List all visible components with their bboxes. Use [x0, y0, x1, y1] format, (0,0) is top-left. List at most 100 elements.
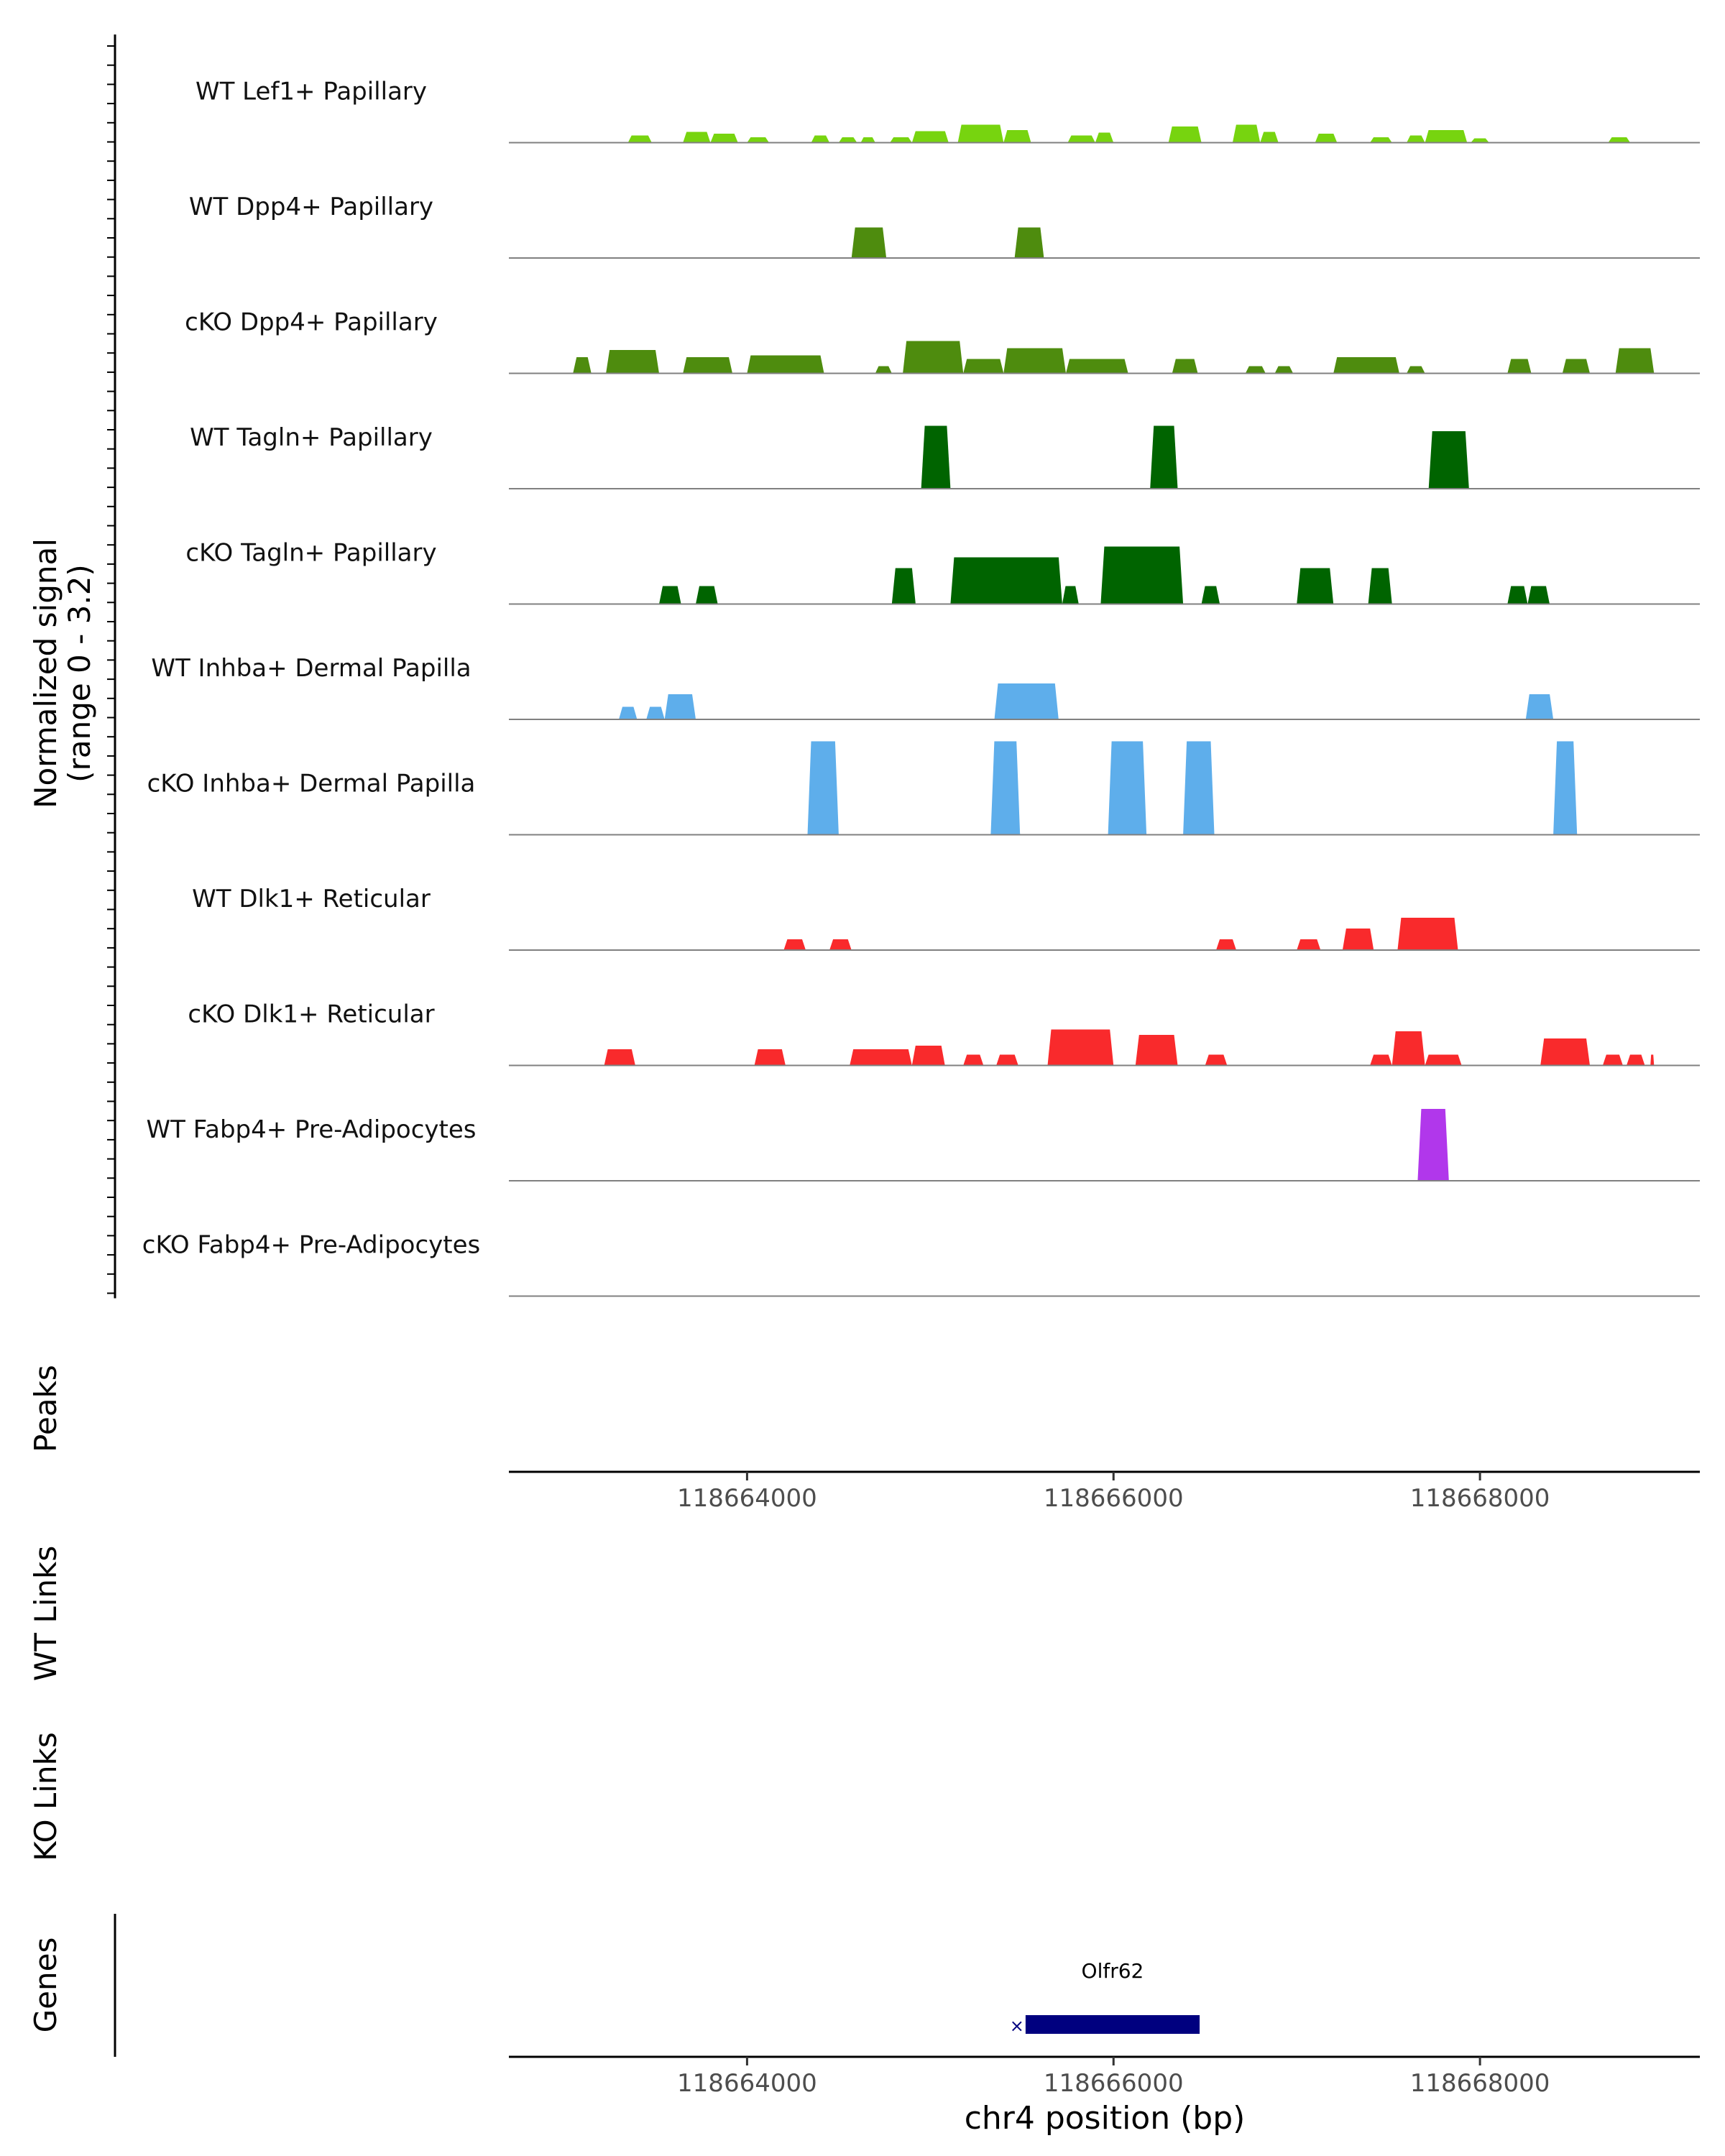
coverage-peak: [911, 1046, 945, 1066]
coverage-peak: [683, 357, 732, 374]
coverage-peak: [1615, 348, 1655, 374]
coverage-peak: [619, 706, 638, 719]
coverage-peak: [1553, 741, 1578, 835]
track-wt-tagln-papillary: WT Tagln+ Papillary: [190, 423, 1700, 489]
peaks-x-axis: 118664000 118666000 118668000: [677, 1472, 1550, 1513]
gene-strand-icon: ×: [1010, 2016, 1024, 2036]
coverage-peak: [1168, 126, 1202, 143]
x-tick-label: 118666000: [1044, 2069, 1184, 2098]
coverage-peak: [1602, 1054, 1623, 1066]
coverage-peak: [1108, 741, 1147, 835]
coverage-peak: [1135, 1035, 1178, 1066]
wt-links-panel-label: WT Links: [28, 1546, 63, 1681]
coverage-peak: [1014, 227, 1044, 258]
coverage-peak: [829, 939, 852, 950]
coverage-peak: [1370, 1054, 1392, 1066]
track-wt-dpp4-papillary: WT Dpp4+ Papillary: [189, 193, 1700, 259]
coverage-peak: [664, 694, 696, 719]
coverage-peak: [747, 355, 824, 374]
x-tick-label: 118664000: [677, 1484, 817, 1513]
x-tick-label: 118666000: [1044, 1484, 1184, 1513]
track-label: WT Lef1+ Papillary: [196, 78, 427, 106]
coverage-peak: [1417, 1109, 1449, 1181]
track-label: cKO Dlk1+ Reticular: [188, 1000, 434, 1029]
track-cko-dlk1-reticular: cKO Dlk1+ Reticular: [188, 1000, 1700, 1067]
coverage-peak: [963, 1054, 984, 1066]
track-wt-lef1-papillary: WT Lef1+ Papillary: [196, 78, 1700, 144]
coverage-peak: [1003, 348, 1066, 374]
coverage-peak: [1095, 132, 1114, 143]
coverage-peak: [683, 132, 711, 143]
peaks-panel-label: Peaks: [28, 1365, 63, 1452]
track-label: cKO Dpp4+ Papillary: [185, 308, 438, 337]
coverage-peak: [1183, 741, 1215, 835]
coverage-peak: [1562, 359, 1590, 374]
coverage-peak: [1150, 425, 1178, 489]
coverage-peak: [1407, 135, 1425, 143]
coverage-peak: [921, 425, 951, 489]
track-label: WT Dlk1+ Reticular: [192, 885, 431, 913]
coverage-peak: [1260, 132, 1279, 143]
coverage-peak: [1297, 568, 1334, 604]
coverage-peak: [1392, 1031, 1425, 1066]
coverage-peak: [957, 124, 1004, 143]
coverage-peak: [1100, 546, 1184, 604]
coverage-peak: [606, 350, 659, 374]
coverage-peak: [783, 939, 806, 950]
coverage-peak: [1216, 939, 1236, 950]
coverage-peak: [1067, 135, 1095, 143]
x-tick-label: 118668000: [1410, 1484, 1550, 1513]
coverage-peak: [604, 1049, 635, 1066]
signal-axis-label-line2: (range 0 - 3.2): [62, 564, 97, 783]
coverage-peak: [1245, 366, 1266, 374]
coverage-peak: [1540, 1038, 1590, 1066]
coverage-peak: [996, 1054, 1018, 1066]
track-label: cKO Fabp4+ Pre-Adipocytes: [142, 1231, 481, 1260]
coverage-peak: [990, 741, 1021, 835]
coverage-peak: [963, 359, 1004, 374]
genes-x-axis: 118664000 118666000 118668000: [677, 2057, 1550, 2098]
coverage-peak: [1368, 568, 1392, 604]
coverage-peak: [850, 1049, 912, 1066]
coverage-peak: [573, 357, 592, 374]
gene-body: [1025, 2015, 1200, 2034]
coverage-peak: [851, 227, 887, 258]
gene-label: Olfr62: [1082, 1959, 1144, 1983]
x-tick-label: 118664000: [677, 2069, 817, 2098]
coverage-peak: [1527, 586, 1550, 604]
coverage-peak: [1397, 918, 1458, 950]
coverage-peak: [710, 134, 738, 143]
coverage-tracks: WT Lef1+ Papillary WT Dpp4+ Papillary cKO …: [142, 78, 1700, 1297]
genes-panel-label: Genes: [28, 1938, 63, 2033]
coverage-peak: [1047, 1029, 1114, 1066]
ko-links-panel-label: KO Links: [28, 1732, 63, 1861]
coverage-peak: [1062, 586, 1079, 604]
coverage-peak: [659, 586, 681, 604]
coverage-peak: [1507, 359, 1532, 374]
track-wt-inhba-dermal-papilla: WT Inhba+ Dermal Papilla: [151, 654, 1700, 720]
coverage-peak: [1425, 1054, 1462, 1066]
coverage-peak: [1172, 359, 1198, 374]
coverage-peak: [911, 131, 949, 143]
track-cko-fabp4-pre-adipocytes: cKO Fabp4+ Pre-Adipocytes: [142, 1231, 1700, 1297]
track-label: WT Fabp4+ Pre-Adipocytes: [147, 1115, 477, 1144]
coverage-peak: [891, 568, 916, 604]
coverage-peak: [1407, 366, 1425, 374]
coverage-peak: [1315, 134, 1338, 143]
track-label: cKO Tagln+ Papillary: [185, 539, 436, 568]
track-cko-tagln-papillary: cKO Tagln+ Papillary: [185, 539, 1700, 605]
coverage-peak: [890, 137, 912, 143]
coverage-peak: [754, 1049, 786, 1066]
coverage-peak: [1370, 137, 1392, 143]
coverage-peak: [1232, 124, 1261, 143]
coverage-peak: [807, 741, 839, 835]
coverage-peak: [811, 135, 830, 143]
gene-track: × Olfr62: [1010, 1959, 1200, 2036]
coverage-peak: [860, 137, 875, 143]
coverage-peak: [1066, 359, 1128, 374]
signal-axis-label-line1: Normalized signal: [28, 538, 63, 808]
track-cko-dpp4-papillary: cKO Dpp4+ Papillary: [185, 308, 1700, 374]
coverage-peak: [1333, 357, 1399, 374]
signal-axis: [107, 34, 116, 1299]
